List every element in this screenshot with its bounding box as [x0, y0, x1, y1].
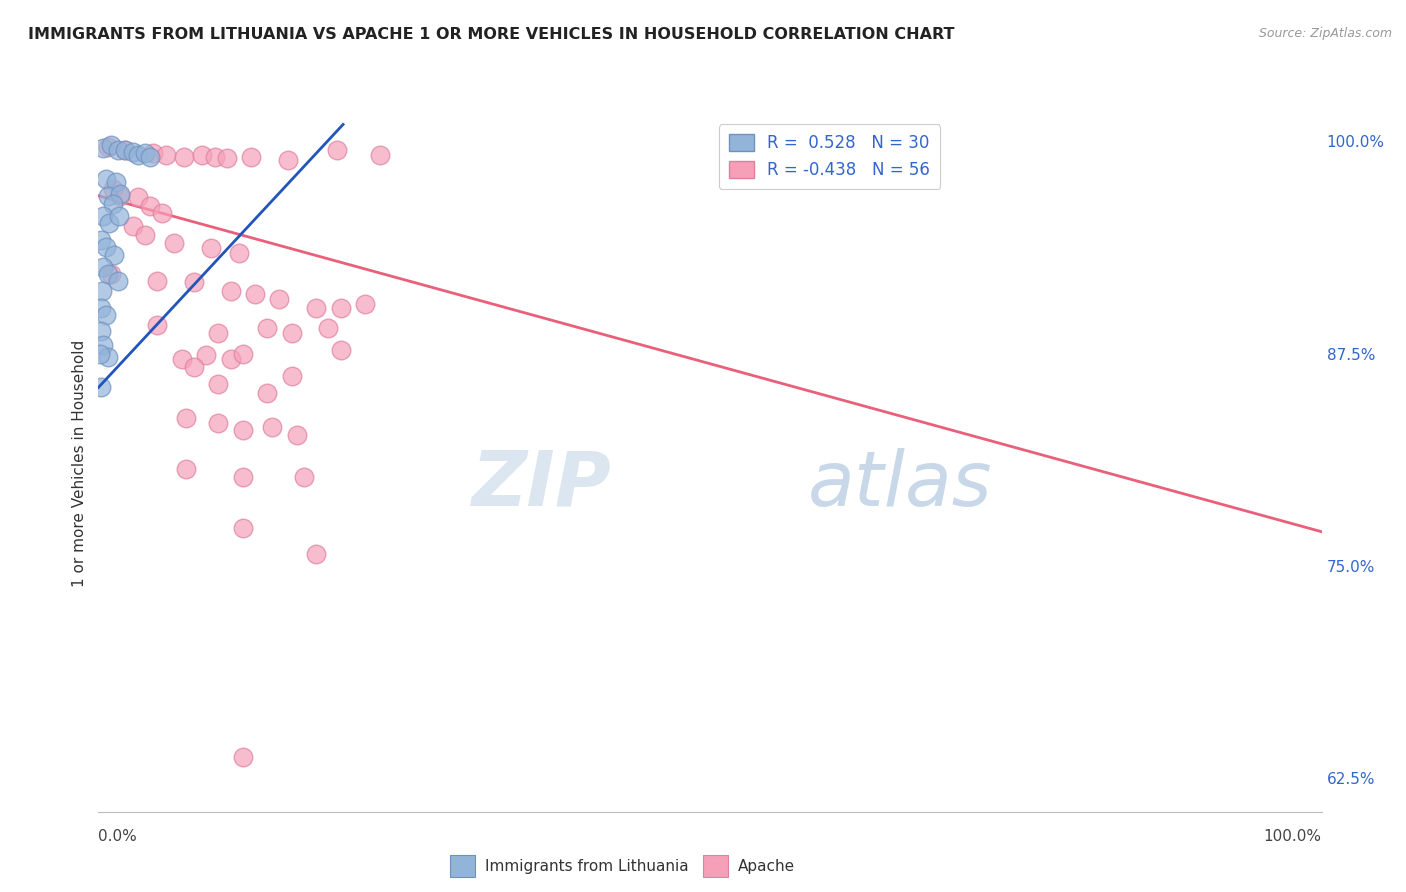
- Point: [146, 274, 169, 288]
- Point: [91, 141, 114, 155]
- Point: [127, 148, 149, 162]
- Point: [232, 750, 254, 764]
- Point: [269, 292, 291, 306]
- Point: [305, 301, 328, 315]
- Point: [292, 470, 315, 484]
- Point: [232, 470, 254, 484]
- Point: [142, 146, 165, 161]
- Point: [176, 462, 198, 476]
- Point: [114, 143, 136, 157]
- Point: [256, 385, 278, 400]
- Point: [97, 267, 120, 281]
- Point: [91, 260, 114, 274]
- Point: [219, 351, 242, 366]
- Point: [107, 274, 129, 288]
- Point: [94, 239, 117, 253]
- Text: Immigrants from Lithuania: Immigrants from Lithuania: [485, 859, 689, 873]
- Point: [101, 197, 124, 211]
- Point: [228, 246, 250, 260]
- Text: atlas: atlas: [808, 448, 993, 522]
- Point: [91, 209, 114, 223]
- Point: [354, 297, 377, 311]
- Point: [90, 301, 112, 315]
- Point: [100, 267, 122, 281]
- Point: [121, 145, 143, 159]
- Point: [232, 521, 254, 535]
- Point: [97, 188, 120, 202]
- Point: [90, 380, 112, 394]
- Point: [127, 190, 149, 204]
- Text: 100.0%: 100.0%: [1264, 829, 1322, 844]
- Point: [97, 350, 120, 364]
- Point: [97, 139, 120, 153]
- Point: [232, 346, 254, 360]
- Point: [139, 199, 162, 213]
- Point: [98, 216, 121, 230]
- Point: [110, 188, 132, 202]
- Point: [280, 326, 302, 341]
- Point: [155, 148, 177, 162]
- Point: [207, 326, 229, 341]
- Point: [91, 338, 114, 352]
- Point: [183, 360, 205, 375]
- Point: [204, 150, 226, 164]
- Point: [139, 150, 162, 164]
- Text: Apache: Apache: [738, 859, 796, 873]
- Point: [134, 227, 156, 242]
- Point: [104, 175, 127, 189]
- Point: [176, 411, 198, 425]
- Point: [170, 351, 193, 366]
- Point: [163, 236, 186, 251]
- Point: [100, 137, 122, 152]
- Point: [200, 241, 222, 255]
- Point: [191, 148, 214, 162]
- Point: [262, 419, 284, 434]
- Point: [285, 428, 308, 442]
- Point: [89, 346, 111, 360]
- Point: [368, 148, 391, 162]
- Point: [94, 308, 117, 322]
- Text: ZIP: ZIP: [472, 448, 612, 522]
- Point: [173, 150, 195, 164]
- Point: [215, 152, 238, 166]
- Point: [103, 248, 125, 262]
- Text: 0.0%: 0.0%: [98, 829, 138, 844]
- Point: [329, 301, 352, 315]
- Point: [108, 209, 131, 223]
- Point: [207, 377, 229, 392]
- Point: [207, 416, 229, 430]
- Point: [243, 287, 266, 301]
- Point: [240, 150, 263, 164]
- Point: [134, 146, 156, 161]
- Point: [318, 321, 340, 335]
- Point: [91, 284, 114, 298]
- Point: [277, 153, 299, 167]
- Point: [305, 547, 328, 561]
- Point: [232, 423, 254, 437]
- Point: [107, 143, 129, 157]
- Point: [101, 182, 124, 196]
- Point: [110, 187, 132, 202]
- Point: [90, 325, 112, 339]
- Y-axis label: 1 or more Vehicles in Household: 1 or more Vehicles in Household: [72, 340, 87, 588]
- Point: [121, 219, 143, 234]
- Point: [90, 233, 112, 247]
- Point: [256, 321, 278, 335]
- Text: IMMIGRANTS FROM LITHUANIA VS APACHE 1 OR MORE VEHICLES IN HOUSEHOLD CORRELATION : IMMIGRANTS FROM LITHUANIA VS APACHE 1 OR…: [28, 27, 955, 42]
- Point: [183, 275, 205, 289]
- Legend: R =  0.528   N = 30, R = -0.438   N = 56: R = 0.528 N = 30, R = -0.438 N = 56: [718, 124, 941, 189]
- Point: [195, 348, 218, 362]
- Point: [146, 318, 169, 332]
- Point: [94, 171, 117, 186]
- Text: Source: ZipAtlas.com: Source: ZipAtlas.com: [1258, 27, 1392, 40]
- Point: [280, 368, 302, 383]
- Point: [329, 343, 352, 358]
- Point: [219, 284, 242, 298]
- Point: [150, 205, 173, 219]
- Point: [114, 143, 136, 157]
- Point: [326, 143, 349, 157]
